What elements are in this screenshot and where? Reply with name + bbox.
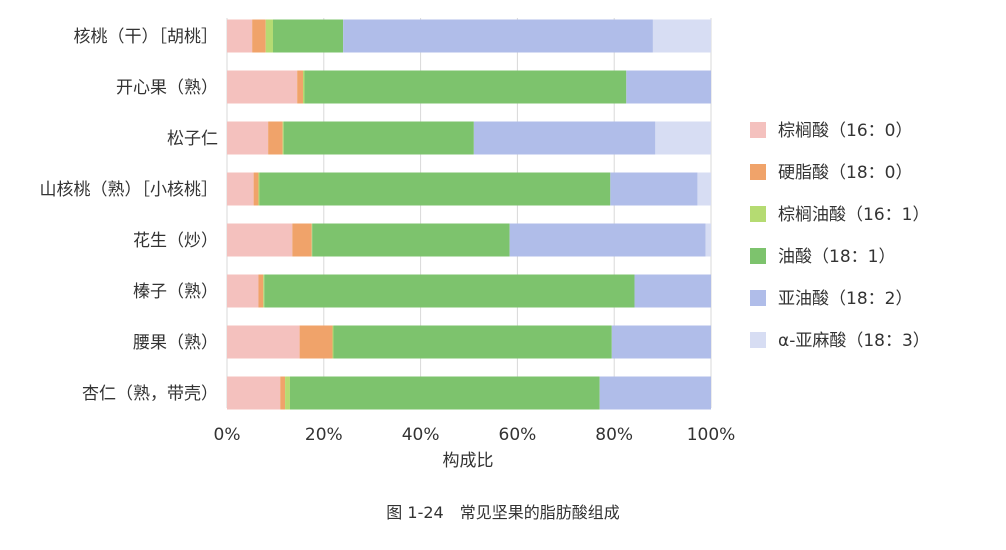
bar-segment <box>289 376 600 410</box>
bars <box>227 19 711 410</box>
bar-segment <box>297 70 303 104</box>
bar-segment <box>227 70 298 104</box>
bar-segment <box>599 376 711 410</box>
bar-segment <box>611 325 711 359</box>
bar-segment <box>227 121 269 155</box>
legend-swatch <box>750 248 766 264</box>
bar-segment <box>626 70 711 104</box>
bar-segment <box>473 121 656 155</box>
category-label: 核桃（干）［胡桃］ <box>74 27 219 47</box>
bar-segment <box>227 19 253 53</box>
legend-label: α-亚麻酸（18：3） <box>778 331 930 351</box>
bar-segment <box>252 19 266 53</box>
legend: 棕榈酸（16：0） 硬脂酸（18：0） 棕榈油酸（16：1） 油酸（18：1） 亚油酸（… <box>750 121 930 351</box>
category-label: 腰果（熟） <box>133 332 218 353</box>
bar-segment <box>332 325 334 359</box>
bar-segment <box>227 325 300 359</box>
bar-segment <box>285 376 290 410</box>
bar-segment <box>333 325 612 359</box>
figure-caption: 图 1-24 常见坚果的脂肪酸组成 <box>386 503 619 522</box>
bar-segment <box>655 121 711 155</box>
bar-segment <box>634 274 711 308</box>
bar-segment <box>312 223 510 257</box>
legend-swatch <box>750 164 766 180</box>
category-label: 杏仁（熟，带壳） <box>82 383 218 404</box>
legend-label: 亚油酸（18：2） <box>778 289 912 309</box>
bar-segment <box>509 223 706 257</box>
x-tick-label: 40% <box>402 425 440 445</box>
bar-segment <box>227 376 281 410</box>
bar-segment <box>258 172 260 206</box>
category-label: 开心果（熟） <box>116 77 218 98</box>
x-tick-label: 100% <box>687 425 736 445</box>
bar-segment <box>227 274 259 308</box>
category-label: 松子仁 <box>167 129 218 149</box>
bar-segment <box>652 19 711 53</box>
bar-segment <box>304 70 627 104</box>
legend-swatch <box>750 206 766 222</box>
bar-segment <box>299 325 333 359</box>
bar-segment <box>282 121 284 155</box>
bar-segment <box>227 223 293 257</box>
x-tick-label: 80% <box>595 425 633 445</box>
bar-segment <box>265 19 273 53</box>
legend-swatch <box>750 290 766 306</box>
x-axis-title: 构成比 <box>443 451 494 471</box>
bar-segment <box>264 274 635 308</box>
bar-segment <box>283 121 474 155</box>
legend-swatch <box>750 332 766 348</box>
bar-segment <box>610 172 698 206</box>
bar-segment <box>705 223 711 257</box>
bar-segment <box>258 274 264 308</box>
legend-label: 硬脂酸（18：0） <box>778 163 912 183</box>
bar-segment <box>302 70 305 104</box>
x-tick-labels: 0% 20% 40% 60% 80% 100% <box>214 425 736 445</box>
x-tick-label: 60% <box>499 425 537 445</box>
bar-segment <box>272 19 344 53</box>
bar-segment <box>268 121 283 155</box>
legend-swatch <box>750 122 766 138</box>
bar-segment <box>697 172 711 206</box>
legend-label: 棕榈酸（16：0） <box>778 121 912 141</box>
legend-label: 油酸（18：1） <box>778 247 895 267</box>
category-label: 山核桃（熟）［小核桃］ <box>40 179 219 200</box>
x-tick-label: 20% <box>305 425 343 445</box>
category-label: 花生（炒） <box>133 231 218 251</box>
legend-label: 棕榈油酸（16：1） <box>778 205 929 225</box>
x-tick-label: 0% <box>214 425 241 445</box>
bar-segment <box>280 376 286 410</box>
bar-segment <box>343 19 653 53</box>
bar-segment <box>253 172 259 206</box>
bar-segment <box>259 172 611 206</box>
bar-segment <box>227 172 254 206</box>
bar-segment <box>263 274 265 308</box>
category-label: 榛子（熟） <box>133 281 218 302</box>
bar-segment <box>292 223 312 257</box>
